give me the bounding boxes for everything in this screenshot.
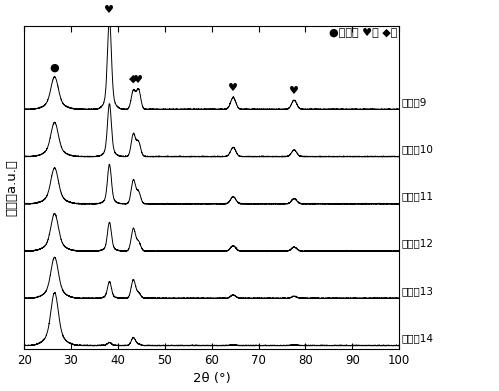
Text: 实施例9: 实施例9 (402, 97, 427, 107)
Text: ◆: ◆ (129, 74, 138, 84)
Text: 实施例12: 实施例12 (402, 239, 434, 249)
Text: 实施例14: 实施例14 (402, 333, 434, 343)
Text: ●: ● (50, 63, 59, 73)
X-axis label: 2θ (°): 2θ (°) (193, 373, 231, 386)
Text: ♥: ♥ (104, 5, 114, 15)
Text: 实施例11: 实施例11 (402, 192, 434, 201)
Text: 实施例10: 实施例10 (402, 144, 433, 154)
Text: 实施例13: 实施例13 (402, 286, 434, 296)
Text: ♥: ♥ (134, 75, 144, 85)
Text: ♥: ♥ (289, 86, 299, 96)
Y-axis label: 强度（a.u.）: 强度（a.u.） (5, 159, 18, 216)
Text: ●石墨炭 ♥金 ◆铜: ●石墨炭 ♥金 ◆铜 (329, 28, 397, 38)
Text: ♥: ♥ (228, 83, 238, 93)
